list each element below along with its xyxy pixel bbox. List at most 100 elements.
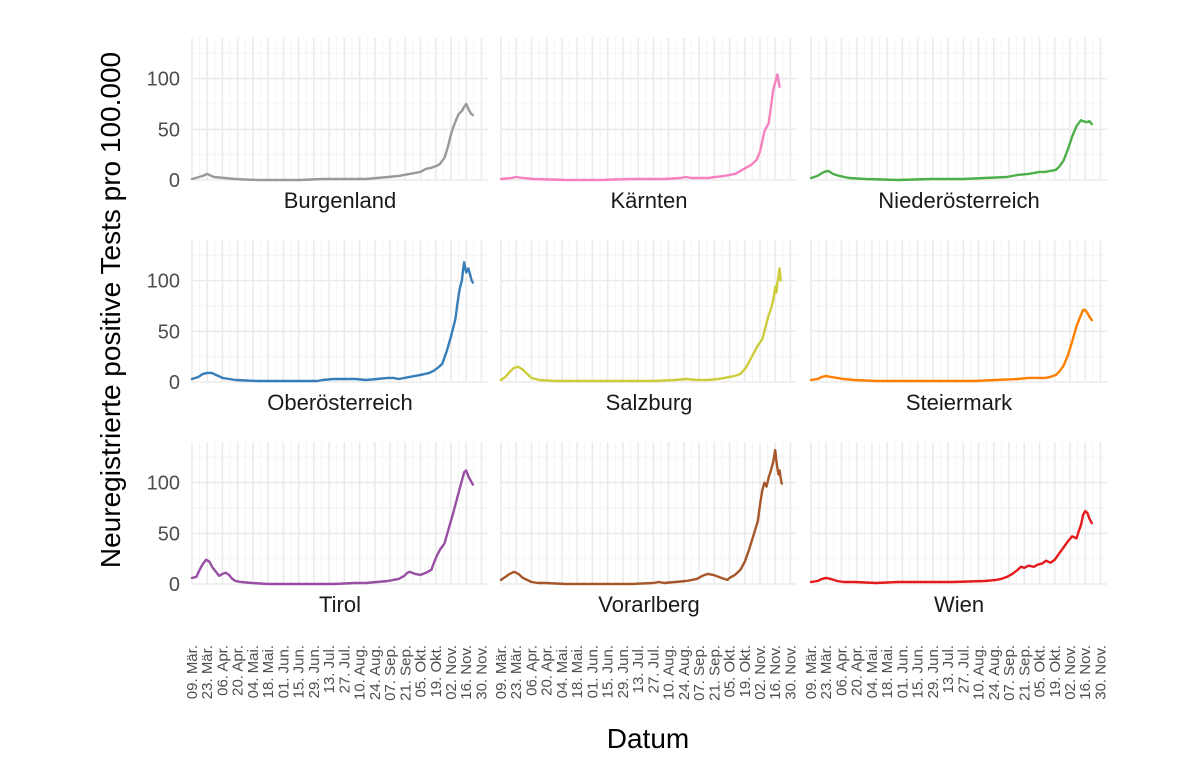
series-line [190, 469, 474, 586]
x-tick-label: 01. Jun. [894, 645, 911, 698]
x-tick-label: 29. Jun. [306, 645, 323, 698]
facet-strip-label: Niederösterreich [878, 188, 1039, 213]
facet-strip-label: Kärnten [610, 188, 687, 213]
y-tick-label: 0 [169, 372, 180, 394]
x-tick-label: 05. Okt. [413, 645, 430, 698]
x-tick-label: 10. Aug. [661, 645, 678, 700]
x-tick-label: 15. Jun. [291, 645, 308, 698]
facet-panel: Oberösterreich [190, 240, 488, 415]
x-tick-label: 07. Sep. [382, 645, 399, 701]
x-tick-label: 21. Sep. [706, 645, 723, 701]
series-line [499, 73, 781, 182]
x-axis-title: Datum [607, 723, 689, 754]
x-tick-label: 05. Okt. [1032, 645, 1049, 698]
x-tick-label: 01. Jun. [275, 645, 292, 698]
series-line [499, 267, 782, 383]
x-tick-label: 18. Mai. [879, 645, 896, 698]
x-axis-tick-labels: 09. Mär.23. Mär.06. Apr.20. Apr.04. Mai.… [184, 645, 1110, 701]
y-tick-label: 100 [147, 271, 180, 293]
series-line [809, 509, 1094, 585]
facet-strip-label: Steiermark [906, 390, 1013, 415]
y-tick-label: 50 [158, 523, 180, 545]
facet-panel: Tirol [190, 442, 488, 617]
x-tick-label: 05. Okt. [722, 645, 739, 698]
x-tick-label: 19. Okt. [737, 645, 754, 698]
x-tick-label: 18. Mai. [569, 645, 586, 698]
x-tick-label: 01. Jun. [584, 645, 601, 698]
x-tick-label: 19. Okt. [428, 645, 445, 698]
x-tick-label: 27. Jul. [336, 645, 353, 693]
x-tick-label: 30. Nov. [783, 645, 800, 700]
x-tick-label: 06. Apr. [834, 645, 851, 696]
y-axis-tick-labels: 0 50 100 0 50 100 0 50 100 [147, 69, 180, 596]
facet-panel: Steiermark [809, 240, 1107, 415]
y-tick-label: 50 [158, 119, 180, 141]
facet-strip-label: Salzburg [606, 390, 693, 415]
series-line [190, 261, 474, 383]
y-tick-label: 0 [169, 170, 180, 192]
x-tick-label: 10. Aug. [352, 645, 369, 700]
x-tick-label: 13. Jul. [321, 645, 338, 693]
x-tick-label: 16. Nov. [1077, 645, 1094, 700]
x-tick-label: 06. Apr. [524, 645, 541, 696]
x-tick-label: 13. Jul. [630, 645, 647, 693]
x-tick-label: 24. Aug. [986, 645, 1003, 700]
y-tick-label: 100 [147, 473, 180, 495]
facet-panel: Kärnten [499, 38, 797, 213]
facet-strip-label: Oberösterreich [267, 390, 413, 415]
x-tick-label: 04. Mai. [245, 645, 262, 698]
x-tick-label: 23. Mär. [199, 645, 216, 699]
facet-panel: Wien [809, 442, 1107, 617]
x-tick-label: 23. Mär. [508, 645, 525, 699]
x-tick-label: 24. Aug. [367, 645, 384, 700]
x-tick-label: 15. Jun. [910, 645, 927, 698]
series-line [809, 118, 1094, 182]
x-tick-label: 30. Nov. [474, 645, 491, 700]
x-tick-label: 06. Apr. [215, 645, 232, 696]
series-line [190, 102, 474, 182]
x-tick-label: 07. Sep. [1001, 645, 1018, 701]
facet-panels: Burgenland Kärnten Niederösterreich Oberöst… [190, 38, 1107, 617]
x-tick-label: 02. Nov. [752, 645, 769, 700]
x-tick-label: 09. Mär. [184, 645, 201, 699]
x-tick-label: 09. Mär. [803, 645, 820, 699]
x-tick-label: 04. Mai. [864, 645, 881, 698]
y-tick-label: 0 [169, 574, 180, 596]
x-tick-label: 16. Nov. [458, 645, 475, 700]
facet-panel: Burgenland [190, 38, 488, 213]
x-tick-label: 19. Okt. [1047, 645, 1064, 698]
x-tick-label: 04. Mai. [554, 645, 571, 698]
x-tick-label: 29. Jun. [925, 645, 942, 698]
facet-strip-label: Wien [934, 592, 984, 617]
facet-strip-label: Burgenland [284, 188, 397, 213]
x-tick-label: 30. Nov. [1093, 645, 1110, 700]
x-tick-label: 20. Apr. [849, 645, 866, 696]
x-tick-label: 07. Sep. [691, 645, 708, 701]
facet-panel: Niederösterreich [809, 38, 1107, 213]
series-line [809, 308, 1094, 383]
facet-panel: Vorarlberg [499, 442, 797, 617]
x-tick-label: 27. Jul. [645, 645, 662, 693]
y-tick-label: 50 [158, 321, 180, 343]
facet-panel: Salzburg [499, 240, 797, 415]
facet-strip-label: Tirol [319, 592, 361, 617]
x-tick-label: 09. Mär. [493, 645, 510, 699]
x-tick-label: 16. Nov. [767, 645, 784, 700]
x-tick-label: 21. Sep. [1016, 645, 1033, 701]
x-tick-label: 21. Sep. [397, 645, 414, 701]
x-tick-label: 02. Nov. [1062, 645, 1079, 700]
x-tick-label: 29. Jun. [615, 645, 632, 698]
x-tick-label: 24. Aug. [676, 645, 693, 700]
y-axis-title: Neuregistrierte positive Tests pro 100.0… [95, 52, 126, 568]
x-tick-label: 20. Apr. [539, 645, 556, 696]
x-tick-label: 13. Jul. [940, 645, 957, 693]
x-tick-label: 20. Apr. [230, 645, 247, 696]
series-line [499, 448, 783, 586]
x-tick-label: 02. Nov. [443, 645, 460, 700]
x-tick-label: 15. Jun. [600, 645, 617, 698]
y-tick-label: 100 [147, 69, 180, 91]
x-tick-label: 18. Mai. [260, 645, 277, 698]
x-tick-label: 10. Aug. [971, 645, 988, 700]
